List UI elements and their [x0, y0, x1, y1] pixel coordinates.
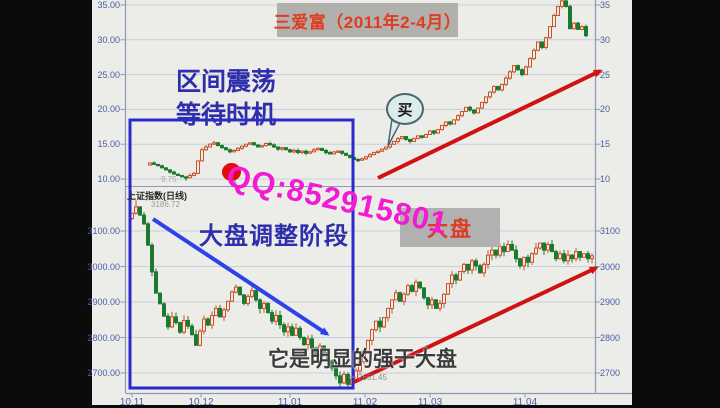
- low-price-marker-bottom: 2661.45: [358, 373, 387, 382]
- y-axis-label-right-top: 30: [600, 34, 611, 45]
- x-axis-label: 11.04: [512, 397, 538, 408]
- y-axis-label-right-top: 35: [600, 0, 611, 10]
- low-price-marker-top: 9.75: [161, 175, 177, 184]
- annotation-wait-for-timing: 等待时机: [176, 101, 277, 129]
- x-axis-label: 10.11: [119, 397, 145, 408]
- downtrend-arrow: [151, 217, 330, 336]
- x-axis-label: 11.03: [417, 397, 443, 408]
- buy-callout-bubble: 买: [386, 93, 424, 125]
- y-axis-label-right-top: 25: [600, 69, 611, 80]
- annotation-market-adjustment: 大盘调整阶段: [199, 223, 349, 250]
- uptrend-arrow-bottom: [353, 266, 599, 384]
- y-axis-label-left-bottom: 3100.00: [87, 226, 120, 236]
- y-axis-label-left-bottom: 3000.00: [87, 261, 120, 272]
- y-axis-label-right-bottom: 3000: [600, 261, 621, 272]
- index-name-label: 上证指数(日线): [127, 191, 187, 201]
- x-axis-label: 11.01: [277, 397, 303, 408]
- x-axis-label: 10.12: [188, 397, 214, 408]
- y-axis-label-left-top: 20.00: [97, 104, 120, 115]
- market-tag-label: 大盘: [427, 217, 473, 241]
- index-value-label: 3186.72: [151, 200, 180, 209]
- y-axis-label-right-top: 20: [600, 104, 611, 115]
- y-axis-label-left-top: 25.00: [97, 69, 120, 80]
- y-axis-label-left-top: 35.00: [97, 0, 120, 10]
- buy-label: 买: [397, 101, 413, 119]
- y-axis-label-left-bottom: 2800.00: [87, 332, 120, 343]
- y-axis-label-left-top: 30.00: [97, 34, 120, 45]
- y-axis-label-left-bottom: 2700.00: [87, 368, 120, 378]
- y-axis-label-right-top: 10: [600, 174, 611, 184]
- y-axis-label-right-bottom: 3100: [600, 226, 621, 236]
- red-highlight-dot: [222, 163, 241, 181]
- market-tag-box: 大盘: [400, 208, 500, 247]
- chart-title: 三爱富（2011年2-4月）: [273, 12, 462, 32]
- x-axis-label: 11.02: [352, 397, 378, 408]
- video-caption: 它是明显的强于大盘: [268, 348, 457, 371]
- y-axis-label-right-bottom: 2900: [600, 297, 621, 307]
- y-axis-label-left-top: 10.00: [97, 174, 120, 184]
- y-axis-label-right-top: 15: [600, 139, 611, 150]
- uptrend-arrow-top: [377, 69, 603, 180]
- analysis-rectangle: [128, 118, 355, 390]
- y-axis-label-left-top: 15.00: [97, 139, 120, 150]
- y-axis-label-right-bottom: 2700: [600, 368, 621, 378]
- y-axis-label-right-bottom: 2800: [600, 332, 621, 343]
- annotation-range-oscillation: 区间震荡: [176, 68, 277, 96]
- y-axis-label-left-bottom: 2900.00: [87, 297, 120, 307]
- chart-title-box: 三爱富（2011年2-4月）: [273, 3, 462, 37]
